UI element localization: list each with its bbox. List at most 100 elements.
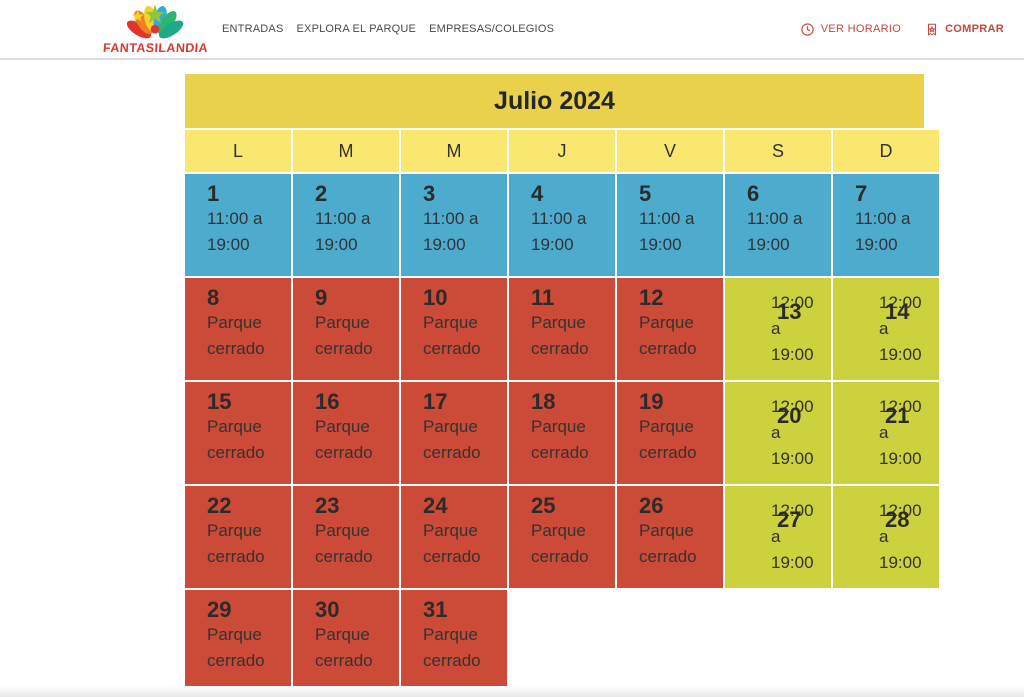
day-status: Parque cerrado — [531, 417, 589, 462]
day-status: Parque cerrado — [207, 313, 265, 358]
day-status: 11:00 a 19:00 — [315, 209, 371, 254]
day-status: Parque cerrado — [315, 313, 373, 358]
empty-cell — [509, 590, 615, 692]
day-status: 11:00 a 19:00 — [207, 209, 263, 254]
day-number: 20 — [777, 403, 802, 428]
day-number: 21 — [885, 403, 910, 428]
calendar-day-9: 9 Parque cerrado — [293, 278, 399, 380]
calendar: Julio 2024 L M M J V S D 1 11:00 a 19:00 2 11:00 a… — [185, 74, 939, 692]
calendar-day-21: 21 12:00 a 19:00 — [833, 382, 939, 484]
empty-cell — [833, 590, 939, 692]
day-status: 11:00 a 19:00 — [855, 209, 911, 254]
fantasilandia-logo[interactable]: FANTASILANDIA — [102, 4, 209, 55]
day-status: Parque cerrado — [315, 521, 373, 566]
day-status: Parque cerrado — [423, 521, 481, 566]
main-nav: ENTRADAS EXPLORA EL PARQUE EMPRESAS/COLE… — [222, 23, 554, 35]
day-status: Parque cerrado — [207, 521, 265, 566]
nav-entradas[interactable]: ENTRADAS — [222, 23, 284, 35]
day-status: Parque cerrado — [639, 521, 697, 566]
day-number: 16 — [315, 389, 340, 414]
day-number: 8 — [207, 285, 220, 310]
logo-wordmark: FANTASILANDIA — [102, 40, 209, 55]
day-number: 12 — [639, 285, 664, 310]
day-number: 13 — [777, 299, 802, 324]
day-number: 1 — [207, 181, 220, 206]
day-number: 10 — [423, 285, 448, 310]
day-status: Parque cerrado — [423, 313, 481, 358]
day-number: 7 — [855, 181, 868, 206]
day-status: Parque cerrado — [207, 417, 265, 462]
weekday-header: L — [185, 130, 291, 172]
calendar-day-12: 12 Parque cerrado — [617, 278, 723, 380]
day-status: Parque cerrado — [531, 521, 589, 566]
calendar-day-26: 26 Parque cerrado — [617, 486, 723, 588]
day-number: 11 — [531, 285, 555, 310]
day-number: 31 — [423, 597, 448, 622]
calendar-title: Julio 2024 — [185, 74, 924, 128]
calendar-day-14: 14 12:00 a 19:00 — [833, 278, 939, 380]
day-status: Parque cerrado — [315, 625, 373, 670]
calendar-day-27: 27 12:00 a 19:00 — [725, 486, 831, 588]
empty-cell — [725, 590, 831, 692]
day-number: 4 — [531, 181, 544, 206]
weekday-header: V — [617, 130, 723, 172]
day-status: Parque cerrado — [207, 625, 265, 670]
ver-horario-label: VER HORARIO — [820, 23, 902, 35]
day-status: Parque cerrado — [423, 417, 481, 462]
calendar-day-5: 5 11:00 a 19:00 — [617, 174, 723, 276]
day-status: Parque cerrado — [531, 313, 589, 358]
nav-explora-el-parque[interactable]: EXPLORA EL PARQUE — [296, 23, 417, 35]
clock-icon — [801, 22, 814, 36]
calendar-day-6: 6 11:00 a 19:00 — [725, 174, 831, 276]
day-number: 14 — [885, 299, 910, 324]
calendar-day-17: 17 Parque cerrado — [401, 382, 507, 484]
calendar-day-22: 22 Parque cerrado — [185, 486, 291, 588]
day-number: 26 — [639, 493, 664, 518]
weekday-header: S — [725, 130, 831, 172]
day-status: 12:00 a 19:00 — [879, 397, 922, 468]
weekday-header: D — [833, 130, 939, 172]
calendar-day-1: 1 11:00 a 19:00 — [185, 174, 291, 276]
weekday-header: J — [509, 130, 615, 172]
calendar-day-31: 31 Parque cerrado — [401, 590, 507, 692]
calendar-day-3: 3 11:00 a 19:00 — [401, 174, 507, 276]
day-status: 11:00 a 19:00 — [747, 209, 803, 254]
calendar-day-2: 2 11:00 a 19:00 — [293, 174, 399, 276]
day-number: 22 — [207, 493, 232, 518]
day-number: 25 — [531, 493, 556, 518]
calendar-day-13: 13 12:00 a 19:00 — [725, 278, 831, 380]
day-number: 30 — [315, 597, 340, 622]
day-status: 11:00 a 19:00 — [639, 209, 695, 254]
ticket-icon — [928, 23, 937, 36]
weekday-header: M — [401, 130, 507, 172]
calendar-day-24: 24 Parque cerrado — [401, 486, 507, 588]
day-number: 24 — [423, 493, 448, 518]
day-status: Parque cerrado — [315, 417, 373, 462]
day-status: Parque cerrado — [639, 313, 697, 358]
day-number: 23 — [315, 493, 340, 518]
day-number: 27 — [777, 507, 802, 532]
day-number: 17 — [423, 389, 448, 414]
ver-horario-link[interactable]: VER HORARIO — [800, 22, 901, 37]
day-number: 15 — [207, 389, 232, 414]
day-status: 11:00 a 19:00 — [531, 209, 587, 254]
calendar-day-19: 19 Parque cerrado — [617, 382, 723, 484]
calendar-day-25: 25 Parque cerrado — [509, 486, 615, 588]
header-actions: VER HORARIO COMPRAR — [800, 22, 1004, 37]
calendar-day-15: 15 Parque cerrado — [185, 382, 291, 484]
calendar-day-29: 29 Parque cerrado — [185, 590, 291, 692]
calendar-grid: L M M J V S D 1 11:00 a 19:00 2 11:00 a 19:00 3 11:0… — [185, 130, 939, 692]
day-number: 18 — [531, 389, 556, 414]
day-status: 12:00 a 19:00 — [771, 293, 814, 364]
calendar-day-23: 23 Parque cerrado — [293, 486, 399, 588]
main-content: Julio 2024 L M M J V S D 1 11:00 a 19:00 2 11:00 a… — [0, 60, 1024, 692]
calendar-day-7: 7 11:00 a 19:00 — [833, 174, 939, 276]
comprar-button[interactable]: COMPRAR — [925, 22, 1004, 37]
weekday-header: M — [293, 130, 399, 172]
site-header: FANTASILANDIA ENTRADAS EXPLORA EL PARQUE… — [0, 0, 1024, 60]
logo-crest-icon — [126, 4, 184, 38]
day-number: 28 — [885, 507, 910, 532]
day-status: 12:00 a 19:00 — [879, 501, 922, 572]
nav-empresas-colegios[interactable]: EMPRESAS/COLEGIOS — [429, 23, 555, 35]
